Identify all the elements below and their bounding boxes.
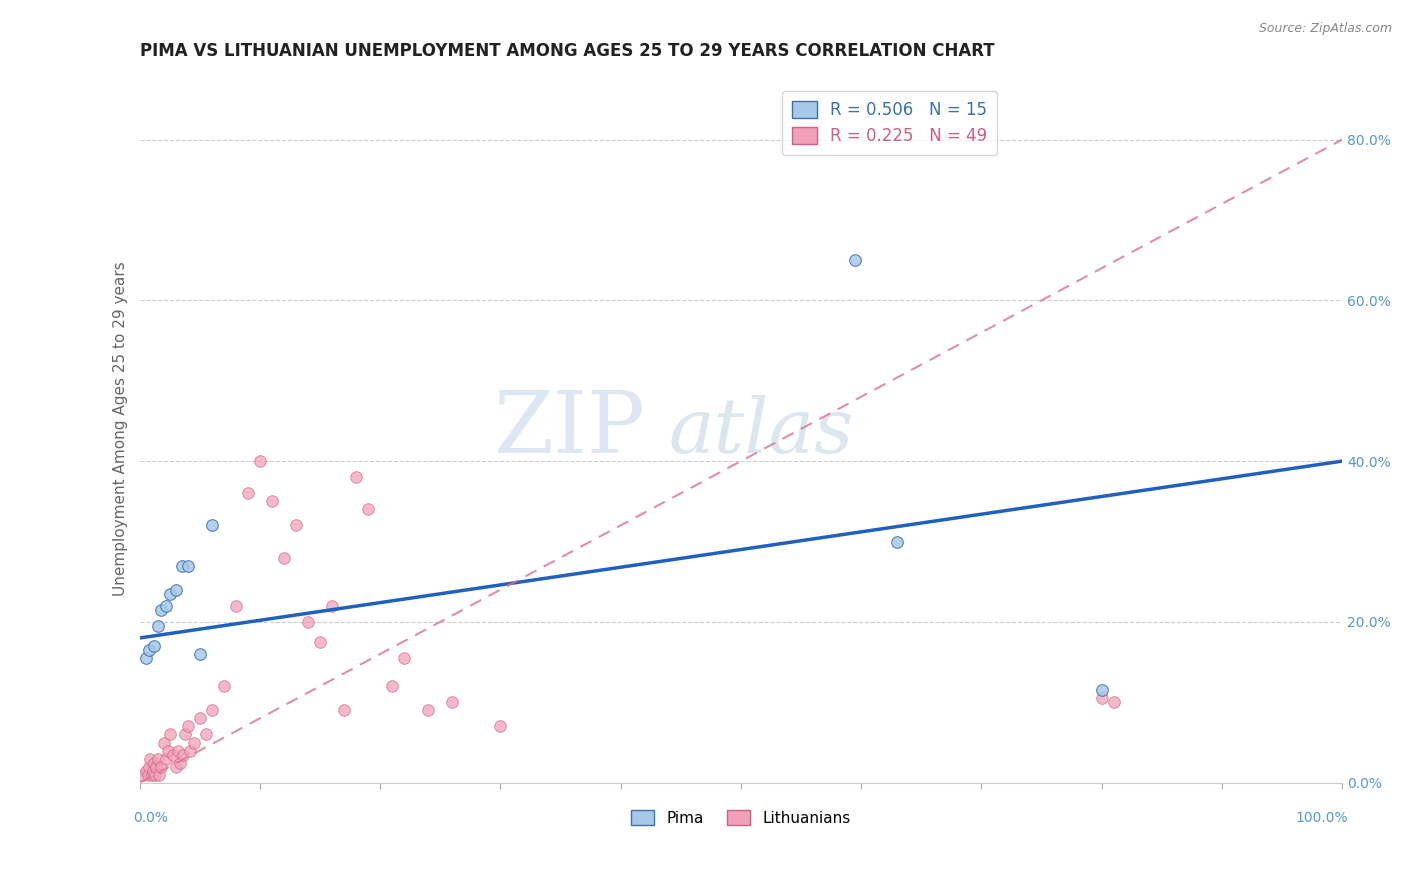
Text: PIMA VS LITHUANIAN UNEMPLOYMENT AMONG AGES 25 TO 29 YEARS CORRELATION CHART: PIMA VS LITHUANIAN UNEMPLOYMENT AMONG AG… bbox=[139, 42, 994, 60]
Point bbox=[1102, 695, 1125, 709]
Point bbox=[194, 727, 217, 741]
Point bbox=[176, 558, 198, 573]
Point bbox=[441, 695, 464, 709]
Point bbox=[162, 747, 184, 762]
Point bbox=[165, 759, 187, 773]
Point bbox=[284, 518, 307, 533]
Point bbox=[297, 615, 319, 629]
Point bbox=[141, 767, 163, 781]
Text: Source: ZipAtlas.com: Source: ZipAtlas.com bbox=[1258, 22, 1392, 36]
Point bbox=[146, 619, 169, 633]
Point bbox=[1091, 691, 1114, 706]
Point bbox=[225, 599, 247, 613]
Point bbox=[188, 647, 211, 661]
Text: atlas: atlas bbox=[669, 395, 853, 469]
Point bbox=[249, 454, 271, 468]
Point bbox=[143, 756, 166, 770]
Legend: R = 0.506   N = 15, R = 0.225   N = 49: R = 0.506 N = 15, R = 0.225 N = 49 bbox=[782, 91, 997, 155]
Point bbox=[150, 759, 173, 773]
Point bbox=[165, 582, 187, 597]
Point bbox=[260, 494, 283, 508]
Point bbox=[159, 587, 181, 601]
Point bbox=[145, 759, 167, 773]
Text: 0.0%: 0.0% bbox=[134, 811, 169, 824]
Point bbox=[236, 486, 259, 500]
Point bbox=[170, 558, 193, 573]
Point bbox=[135, 764, 157, 778]
Point bbox=[143, 639, 166, 653]
Point bbox=[167, 743, 190, 757]
Point bbox=[1091, 683, 1114, 698]
Point bbox=[152, 735, 174, 749]
Point bbox=[183, 735, 205, 749]
Point bbox=[155, 599, 177, 613]
Point bbox=[188, 711, 211, 725]
Point bbox=[132, 767, 155, 781]
Point bbox=[143, 767, 166, 781]
Point bbox=[138, 643, 160, 657]
Point bbox=[333, 703, 356, 717]
Point bbox=[418, 703, 440, 717]
Point bbox=[138, 759, 160, 773]
Text: 100.0%: 100.0% bbox=[1296, 811, 1348, 824]
Point bbox=[157, 743, 180, 757]
Point bbox=[201, 518, 224, 533]
Point bbox=[344, 470, 367, 484]
Point bbox=[172, 747, 194, 762]
Point bbox=[142, 764, 165, 778]
Point bbox=[139, 751, 162, 765]
Point bbox=[136, 767, 159, 781]
Point bbox=[176, 719, 198, 733]
Point bbox=[321, 599, 343, 613]
Point bbox=[179, 743, 201, 757]
Point bbox=[148, 767, 170, 781]
Point bbox=[273, 550, 295, 565]
Y-axis label: Unemployment Among Ages 25 to 29 years: Unemployment Among Ages 25 to 29 years bbox=[114, 261, 128, 597]
Point bbox=[357, 502, 380, 516]
Point bbox=[392, 651, 415, 665]
Point bbox=[150, 603, 173, 617]
Point bbox=[212, 679, 235, 693]
Text: ZIP: ZIP bbox=[494, 387, 645, 471]
Point bbox=[381, 679, 404, 693]
Point bbox=[169, 756, 191, 770]
Point bbox=[174, 727, 197, 741]
Point bbox=[159, 727, 181, 741]
Point bbox=[309, 635, 332, 649]
Point bbox=[201, 703, 224, 717]
Point bbox=[155, 751, 177, 765]
Point bbox=[489, 719, 512, 733]
Point bbox=[146, 751, 169, 765]
Point bbox=[135, 651, 157, 665]
Point bbox=[886, 534, 908, 549]
Point bbox=[844, 253, 866, 268]
